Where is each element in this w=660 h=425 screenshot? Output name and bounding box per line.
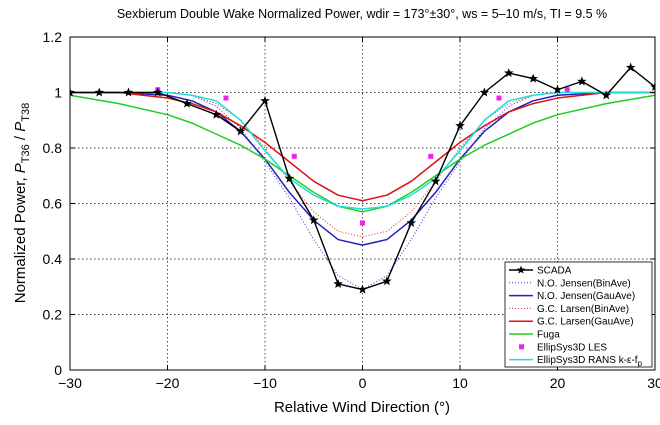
- series-layer: [70, 62, 655, 294]
- y-tick-label: 0.2: [43, 307, 63, 323]
- series-line: [70, 94, 655, 213]
- series-line: [70, 92, 655, 238]
- x-tick-label: −30: [58, 375, 82, 391]
- data-point-star: [455, 120, 465, 130]
- data-point-star: [308, 215, 319, 225]
- legend-item: EllipSys3D LES: [519, 342, 607, 353]
- series-ellipsys3d-rans-k-f: [70, 91, 655, 210]
- axis-ticks: −30 −20 −10 0 10 20 30 0 0.2 0.4 0.6 0.8 1 1.2: [43, 29, 660, 391]
- y-tick-label: 0: [54, 362, 62, 378]
- y-tick-label: 0.6: [43, 196, 63, 212]
- data-point-star: [260, 95, 270, 105]
- data-point-star: [503, 68, 514, 78]
- data-point-square: [291, 153, 297, 159]
- y-tick-label: 1.2: [43, 29, 63, 45]
- legend-label: G.C. Larsen(BinAve): [537, 304, 629, 315]
- data-point-star: [333, 278, 343, 289]
- legend-box: [504, 261, 653, 368]
- legend-item: N.O. Jensen(BinAve): [509, 278, 631, 289]
- series-line: [70, 66, 655, 291]
- y-tick-label: 0.4: [43, 251, 63, 267]
- legend-item: SCADA: [509, 265, 572, 277]
- series-fuga: [70, 94, 655, 213]
- data-point-star: [625, 62, 636, 72]
- legend-marker: [516, 265, 526, 274]
- x-tick-label: 0: [359, 375, 367, 391]
- y-axis-label: Normalized Power, PT36 / PT38: [12, 103, 32, 304]
- legend-label: Fuga: [537, 330, 560, 341]
- data-point-star: [601, 90, 612, 100]
- series-scada: [70, 62, 655, 294]
- series-n-o-jensen-gauave: [70, 91, 655, 246]
- legend-item: Fuga: [509, 330, 560, 341]
- data-point-square: [428, 153, 434, 159]
- data-point-star: [357, 284, 368, 294]
- data-point-star: [382, 276, 392, 286]
- x-tick-label: −20: [156, 375, 180, 391]
- data-point-star: [284, 173, 295, 183]
- legend-label: SCADA: [537, 266, 572, 277]
- data-point-star: [123, 87, 134, 97]
- legend-item: N.O. Jensen(GauAve): [509, 291, 635, 302]
- x-tick-label: 20: [550, 375, 566, 391]
- legend-label: EllipSys3D RANS k-ε-fp: [537, 355, 643, 368]
- series-line: [70, 91, 655, 210]
- legend-label: N.O. Jensen(BinAve): [537, 278, 631, 289]
- series-line: [70, 91, 655, 202]
- y-tick-label: 0.8: [43, 140, 63, 156]
- x-tick-label: 30: [647, 375, 660, 391]
- legend-item: EllipSys3D RANS k-ε-fp: [509, 355, 643, 368]
- chart-title: Sexbierum Double Wake Normalized Power, …: [117, 7, 607, 21]
- series-g-c-larsen-binave: [70, 92, 655, 238]
- data-point-star: [552, 84, 563, 94]
- legend-swatch: [519, 344, 524, 350]
- data-point-star: [528, 73, 538, 83]
- data-point-star: [211, 109, 222, 119]
- data-point-star: [650, 81, 655, 91]
- series-line: [70, 91, 655, 246]
- legend-label: EllipSys3D LES: [537, 342, 607, 353]
- x-tick-label: 10: [452, 375, 468, 391]
- data-point-star: [182, 98, 192, 108]
- series-g-c-larsen-gauave: [70, 91, 655, 202]
- x-tick-label: −10: [253, 375, 277, 391]
- legend-label: G.C. Larsen(GauAve): [537, 317, 634, 328]
- legend-label: N.O. Jensen(GauAve): [537, 291, 635, 302]
- data-point-square: [360, 220, 365, 226]
- legend-item: G.C. Larsen(BinAve): [509, 304, 629, 315]
- data-point-square: [564, 87, 570, 93]
- data-point-star: [430, 176, 441, 186]
- legend-item: G.C. Larsen(GauAve): [509, 317, 634, 328]
- y-tick-label: 1: [54, 85, 62, 101]
- data-point-star: [577, 76, 587, 86]
- data-point-square: [223, 95, 229, 101]
- data-point-star: [152, 87, 163, 97]
- data-point-square: [496, 95, 502, 101]
- x-axis-label: Relative Wind Direction (°): [274, 399, 450, 416]
- data-point-star: [406, 217, 417, 227]
- data-point-star: [479, 87, 490, 97]
- data-point-star: [94, 87, 105, 97]
- data-point-star: [235, 126, 246, 136]
